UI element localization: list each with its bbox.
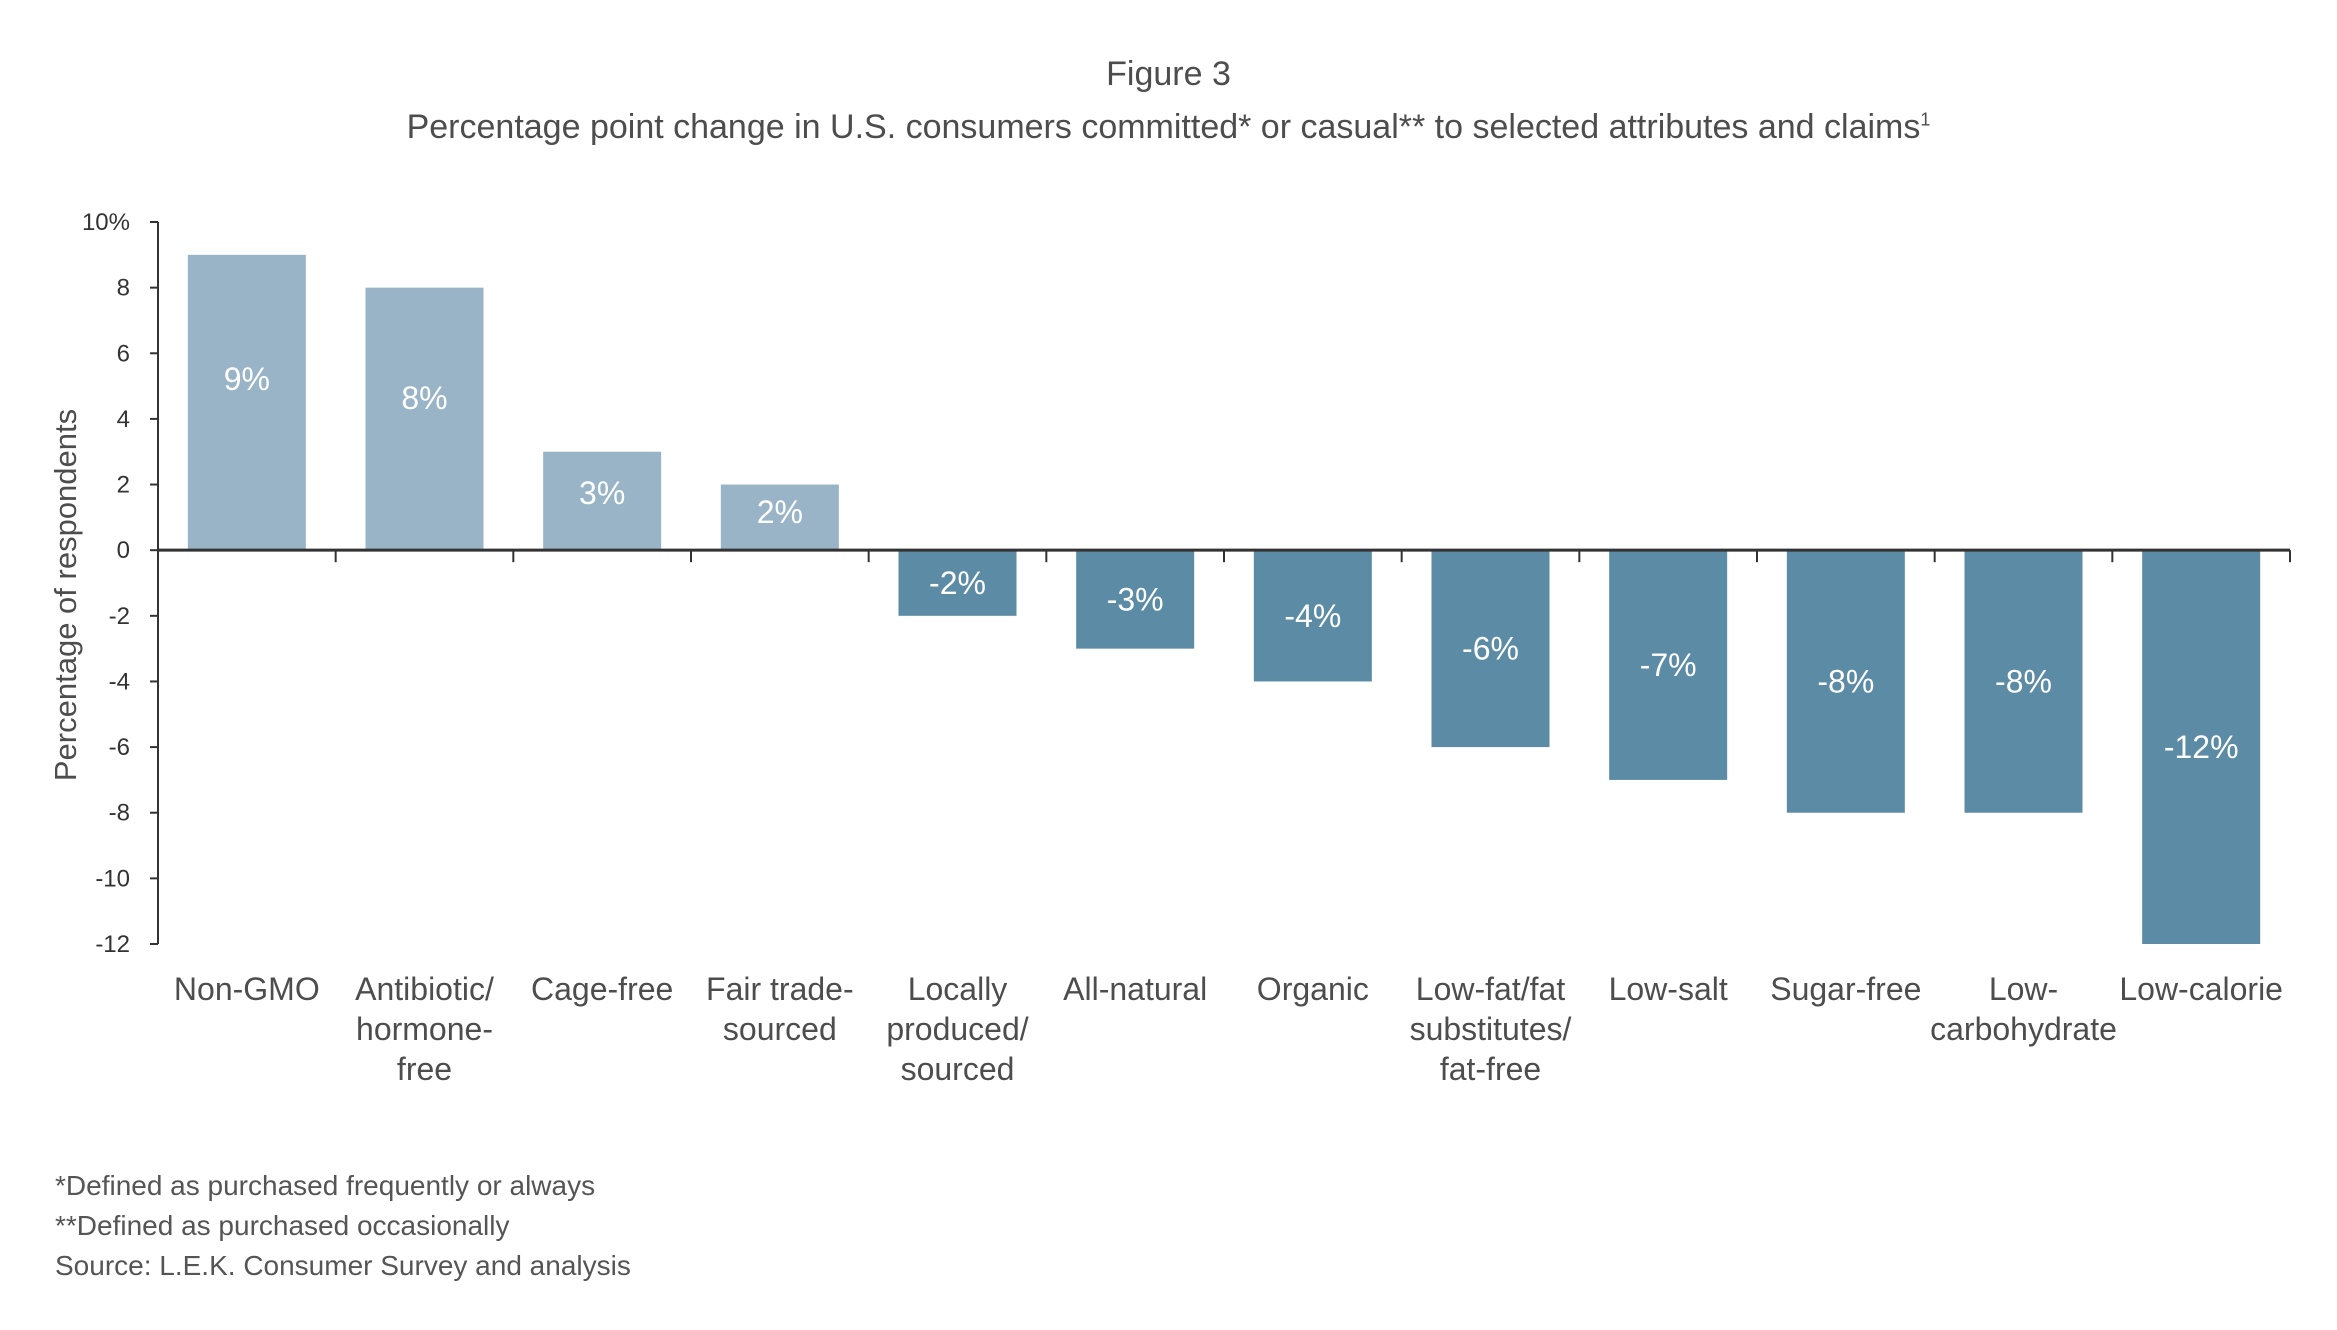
- x-category-label-line: Organic: [1257, 971, 1369, 1007]
- bar-data-label: -2%: [929, 565, 986, 601]
- x-category-label-line: Low-salt: [1609, 971, 1728, 1007]
- x-category-label: Non-GMO: [174, 971, 320, 1007]
- bar: [187, 254, 306, 551]
- x-category-label-line: Locally: [908, 971, 1008, 1007]
- bar: [1786, 550, 1905, 813]
- y-tick-label: 2: [117, 472, 130, 499]
- bar-data-label: 2%: [757, 494, 803, 530]
- bar: [898, 550, 1017, 616]
- y-tick-label: -2: [109, 603, 130, 630]
- footnote-committed: *Defined as purchased frequently or alwa…: [55, 1170, 596, 1201]
- x-category-label: Cage-free: [531, 971, 673, 1007]
- bar-data-label: -6%: [1462, 631, 1519, 667]
- x-category-label: Locally produced/sourced: [886, 971, 1028, 1087]
- bar-data-label: -12%: [2164, 729, 2239, 765]
- x-category-label-line: fat-free: [1440, 1051, 1541, 1087]
- bar: [1253, 550, 1372, 682]
- y-tick-label: 8: [117, 275, 130, 302]
- y-tick-label: -8: [109, 800, 130, 827]
- y-tick-label: 6: [117, 340, 130, 367]
- bar-data-label: 3%: [579, 475, 625, 511]
- bar-data-label: -7%: [1640, 647, 1697, 683]
- x-category-label-line: Sugar-free: [1770, 971, 1921, 1007]
- chart-title-footnote-mark: 1: [1920, 109, 1931, 130]
- bar-data-label: 9%: [224, 361, 270, 397]
- y-tick-label: 0: [117, 537, 130, 564]
- x-category-label: Low-fat/fat substitutes/fat-free: [1410, 971, 1572, 1087]
- x-category-label: Antibiotic/hormone-free: [355, 971, 494, 1087]
- bar: [1431, 550, 1550, 748]
- x-category-label: Sugar-free: [1770, 971, 1921, 1007]
- x-category-label-line: Antibiotic/: [355, 971, 494, 1007]
- x-category-label: Low-calorie: [2119, 971, 2283, 1007]
- y-tick-label: -6: [109, 734, 130, 761]
- x-category-label-line: All-natural: [1063, 971, 1207, 1007]
- x-category-label-line: Cage-free: [531, 971, 673, 1007]
- bar-data-label: -4%: [1284, 598, 1341, 634]
- x-category-label-line: Fair trade-: [706, 971, 854, 1007]
- footnote-casual: **Defined as purchased occasionally: [55, 1210, 510, 1241]
- x-category-label-line: Low-fat/fat: [1416, 971, 1566, 1007]
- y-tick-label: -12: [95, 931, 130, 958]
- x-category-label: Fair trade-sourced: [706, 971, 854, 1047]
- x-category-label-line: substitutes/: [1410, 1011, 1572, 1047]
- x-category-label: All-natural: [1063, 971, 1207, 1007]
- bar-data-label: -8%: [1817, 663, 1874, 699]
- x-category-label-line: carbohydrate: [1930, 1011, 2117, 1047]
- y-tick-label: -10: [95, 865, 130, 892]
- x-category-label-line: Non-GMO: [174, 971, 320, 1007]
- x-category-label-line: hormone-: [356, 1011, 493, 1047]
- figure-label: Figure 3: [1106, 55, 1231, 93]
- x-category-label: Organic: [1257, 971, 1369, 1007]
- y-axis-title: Percentage of respondents: [48, 409, 83, 781]
- x-category-label: Low-carbohydrate: [1930, 971, 2117, 1047]
- bar: [1964, 550, 2083, 813]
- chart-title: Percentage point change in U.S. consumer…: [0, 108, 2337, 147]
- source-note: Source: L.E.K. Consumer Survey and analy…: [55, 1250, 631, 1281]
- x-category-label-line: sourced: [901, 1051, 1015, 1087]
- x-category-label-line: free: [397, 1051, 452, 1087]
- bar: [1076, 550, 1195, 649]
- bar-data-label: 8%: [401, 380, 447, 416]
- bar-data-label: -3%: [1107, 581, 1164, 617]
- bar: [2142, 550, 2261, 944]
- bar: [543, 451, 662, 551]
- y-tick-label: -4: [109, 668, 130, 695]
- bar: [1609, 550, 1728, 780]
- y-tick-label: 10%: [82, 209, 130, 236]
- x-category-label-line: produced/: [886, 1011, 1028, 1047]
- y-tick-label: 4: [117, 406, 130, 433]
- x-category-label-line: sourced: [723, 1011, 837, 1047]
- x-category-label-line: Low-calorie: [2119, 971, 2283, 1007]
- chart-title-text: Percentage point change in U.S. consumer…: [406, 108, 1921, 146]
- bar-data-label: -8%: [1995, 663, 2052, 699]
- x-category-label-line: Low-: [1989, 971, 2058, 1007]
- x-category-label: Low-salt: [1609, 971, 1728, 1007]
- bar: [365, 287, 484, 551]
- bar: [720, 484, 839, 551]
